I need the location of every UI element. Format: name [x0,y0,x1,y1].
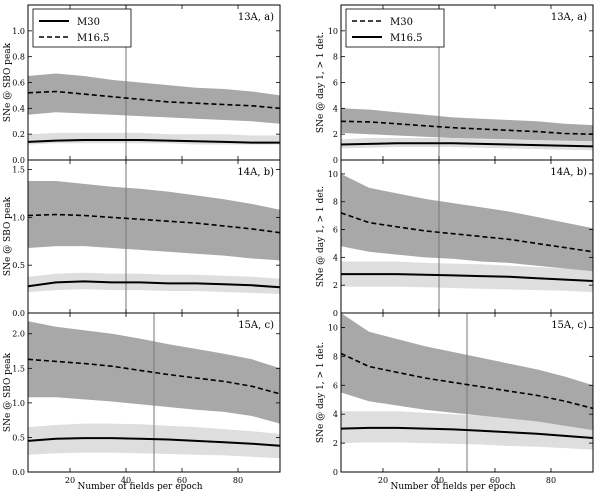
panel-6-xtick-label: 60 [490,476,500,485]
panel-2-ytick-label: 6 [333,79,338,88]
panel-2: 0 2 4 6 8 10 13A, a) SNe @ day 1, > 1 det. M30 M1… [316,4,594,165]
panel-2-legend-label: M30 [390,17,413,28]
panel-1-ytick-label: 0.6 [12,79,25,88]
panel-4-line-m16-5 [341,212,593,253]
panel-3: 0.0 0.5 1.0 1.5 14A, b) SNe @ SBO peak [3,159,281,318]
panel-3-line-m30 [28,280,280,289]
panel-1-ytick-label: 0.2 [12,130,25,139]
panel-6-line-m30 [341,426,593,439]
panel-2-ytick-label: 0 [333,156,338,165]
panel-6-ytick-label: 10 [328,323,338,332]
panel-2-legend: M30 M16.5 [345,8,445,48]
panel-4: 0 2 4 6 8 10 14A, b) SNe @ day 1, > 1 det. [316,159,594,318]
panel-3-ylabel: SNe @ SBO peak [3,196,13,276]
panel-6-frame [340,312,594,473]
panel-1-band-m16-5 [28,73,280,124]
panel-6-xtick-label: 40 [434,476,444,485]
panel-2-label: 13A, a) [551,12,587,23]
panel-6-ytick-label: 4 [333,410,338,419]
panel-6-label: 15A, c) [551,320,587,331]
panel-5-line-m30 [28,437,280,447]
panel-1-plot-area [28,5,280,160]
panel-3-plot-area [28,160,280,313]
x-axis-label-right: Number of fields per epoch [390,482,515,492]
panel-5-ytick-label: 2.0 [12,330,25,339]
panel-4-label: 14A, b) [550,167,587,178]
panel-4-ytick-label: 6 [333,226,338,235]
panel-2-ytick-label: 2 [333,130,338,139]
panel-5-ytick-label: 1.0 [12,399,25,408]
panel-5-label: 15A, c) [238,320,274,331]
panel-2-ylabel: SNe @ day 1, > 1 det. [316,32,326,133]
panel-3-ytick-label: 1.0 [12,213,25,222]
panel-1-ytick-label: 0.0 [12,156,25,165]
panel-4-plot-area [341,160,593,313]
panel-4-line-m30 [341,273,593,282]
panel-5-ytick-label: 0.0 [12,468,25,477]
panel-1-legend-label: M16.5 [77,33,110,44]
panel-1-line-m30 [28,139,280,144]
panel-6-ytick-label: 8 [333,352,338,361]
panel-2-plot-area [341,5,593,160]
panel-4-ytick-label: 4 [333,253,338,262]
panel-1-ylabel: SNe @ SBO peak [3,42,13,122]
panel-1: 0.0 0.2 0.4 0.6 0.8 1.0 13A, a) SNe @ SBO peak M… [3,4,281,165]
panel-5-ylabel: SNe @ SBO peak [3,352,13,432]
panel-4-ytick-label: 8 [333,198,338,207]
panel-5-line-m16-5 [28,358,280,395]
panel-4-ylabel: SNe @ day 1, > 1 det. [316,186,326,287]
panel-6: 0 2 4 6 8 10 20 40 60 80 15A, c) SNe @ day 1, > 1 d… [316,312,594,485]
panel-2-line-m16-5 [341,142,593,148]
panel-6-line-m16-5 [341,352,593,410]
panel-6-ytick-label: 2 [333,439,338,448]
panel-6-ytick-label: 0 [333,468,338,477]
panel-4-ytick-label: 10 [328,170,338,179]
panel-2-ytick-label: 8 [333,53,338,62]
panel-3-line-m16-5 [28,213,280,234]
panel-1-legend: M30 M16.5 [32,8,132,48]
panel-1-legend-label: M30 [77,17,100,28]
panel-4-band-m30 [341,261,593,293]
panel-1-line-m16-5 [28,90,280,110]
panel-3-ytick-label: 0.0 [12,309,25,318]
panel-2-line-m30 [341,120,593,135]
panel-2-ytick-label: 10 [328,27,338,36]
panel-5-xtick-label: 20 [65,476,75,485]
panel-6-ylabel: SNe @ day 1, > 1 det. [316,342,326,443]
panel-2-legend-box [345,8,445,48]
panel-3-band-m16-5 [28,181,280,261]
panel-5-xtick-label: 40 [121,476,131,485]
panel-2-ytick-label: 4 [333,104,338,113]
panel-2-legend-label: M16.5 [390,33,423,44]
panel-1-ytick-label: 1.0 [12,27,25,36]
panel-3-ytick-label: 0.5 [12,261,25,270]
panel-4-band-m16-5 [341,173,593,272]
panel-1-legend-box [32,8,132,48]
panel-5: 0.0 0.5 1.0 1.5 2.0 20 40 60 80 15A, c) SNe @ SBO … [3,312,281,485]
x-axis-label-left: Number of fields per epoch [77,482,202,492]
panel-5-frame [27,312,281,473]
panel-3-label: 14A, b) [237,167,274,178]
panel-5-xtick-label: 80 [233,476,243,485]
panel-5-plot-area [28,313,280,472]
panel-2-band-m30 [341,108,593,144]
panel-1-ytick-label: 0.8 [12,53,25,62]
panel-1-ytick-label: 0.4 [12,104,25,113]
panel-4-ytick-label: 0 [333,309,338,318]
panel-3-ytick-label: 1.5 [12,166,25,175]
panel-6-plot-area [341,313,593,472]
panel-5-xtick-label: 60 [177,476,187,485]
panel-6-xtick-label: 80 [546,476,556,485]
panel-6-xtick-label: 20 [378,476,388,485]
panel-4-ytick-label: 2 [333,281,338,290]
panel-5-ytick-label: 1.5 [12,364,25,373]
panel-6-ytick-label: 6 [333,381,338,390]
panel-1-label: 13A, a) [238,12,274,23]
panel-5-ytick-label: 0.5 [12,433,25,442]
